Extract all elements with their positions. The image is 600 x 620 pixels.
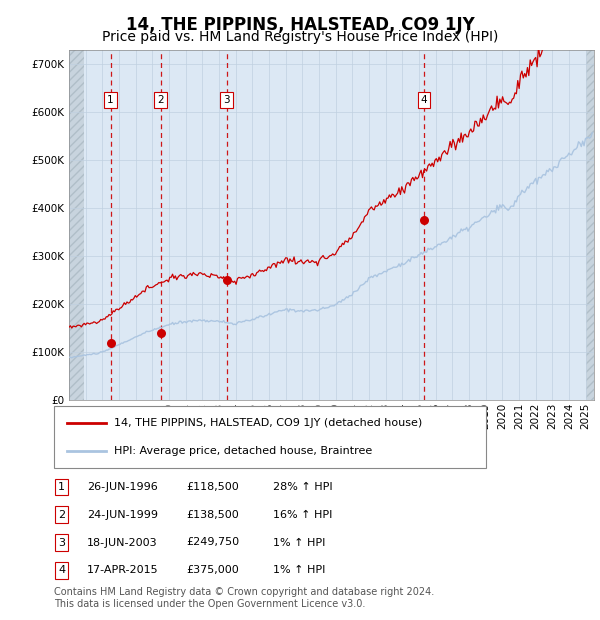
- Text: £375,000: £375,000: [186, 565, 239, 575]
- Text: 1% ↑ HPI: 1% ↑ HPI: [273, 565, 325, 575]
- Bar: [586, 50, 594, 400]
- Text: 1: 1: [107, 95, 114, 105]
- Text: HPI: Average price, detached house, Braintree: HPI: Average price, detached house, Brai…: [115, 446, 373, 456]
- Text: 1% ↑ HPI: 1% ↑ HPI: [273, 538, 325, 547]
- Text: £138,500: £138,500: [186, 510, 239, 520]
- Text: 2: 2: [157, 95, 164, 105]
- Text: 26-JUN-1996: 26-JUN-1996: [87, 482, 158, 492]
- Text: 2: 2: [58, 510, 65, 520]
- Text: 3: 3: [58, 538, 65, 547]
- Text: 4: 4: [58, 565, 65, 575]
- Text: 17-APR-2015: 17-APR-2015: [87, 565, 158, 575]
- Text: Price paid vs. HM Land Registry's House Price Index (HPI): Price paid vs. HM Land Registry's House …: [102, 30, 498, 44]
- Text: 16% ↑ HPI: 16% ↑ HPI: [273, 510, 332, 520]
- FancyBboxPatch shape: [54, 406, 486, 468]
- Text: 14, THE PIPPINS, HALSTEAD, CO9 1JY: 14, THE PIPPINS, HALSTEAD, CO9 1JY: [125, 16, 475, 33]
- Text: Contains HM Land Registry data © Crown copyright and database right 2024.
This d: Contains HM Land Registry data © Crown c…: [54, 587, 434, 609]
- Text: 28% ↑ HPI: 28% ↑ HPI: [273, 482, 332, 492]
- Text: £249,750: £249,750: [186, 538, 239, 547]
- Text: £118,500: £118,500: [186, 482, 239, 492]
- Text: 24-JUN-1999: 24-JUN-1999: [87, 510, 158, 520]
- Text: 1: 1: [58, 482, 65, 492]
- Text: 3: 3: [223, 95, 230, 105]
- Bar: [69, 50, 84, 400]
- Text: 18-JUN-2003: 18-JUN-2003: [87, 538, 158, 547]
- Text: 14, THE PIPPINS, HALSTEAD, CO9 1JY (detached house): 14, THE PIPPINS, HALSTEAD, CO9 1JY (deta…: [115, 418, 423, 428]
- Text: 4: 4: [421, 95, 427, 105]
